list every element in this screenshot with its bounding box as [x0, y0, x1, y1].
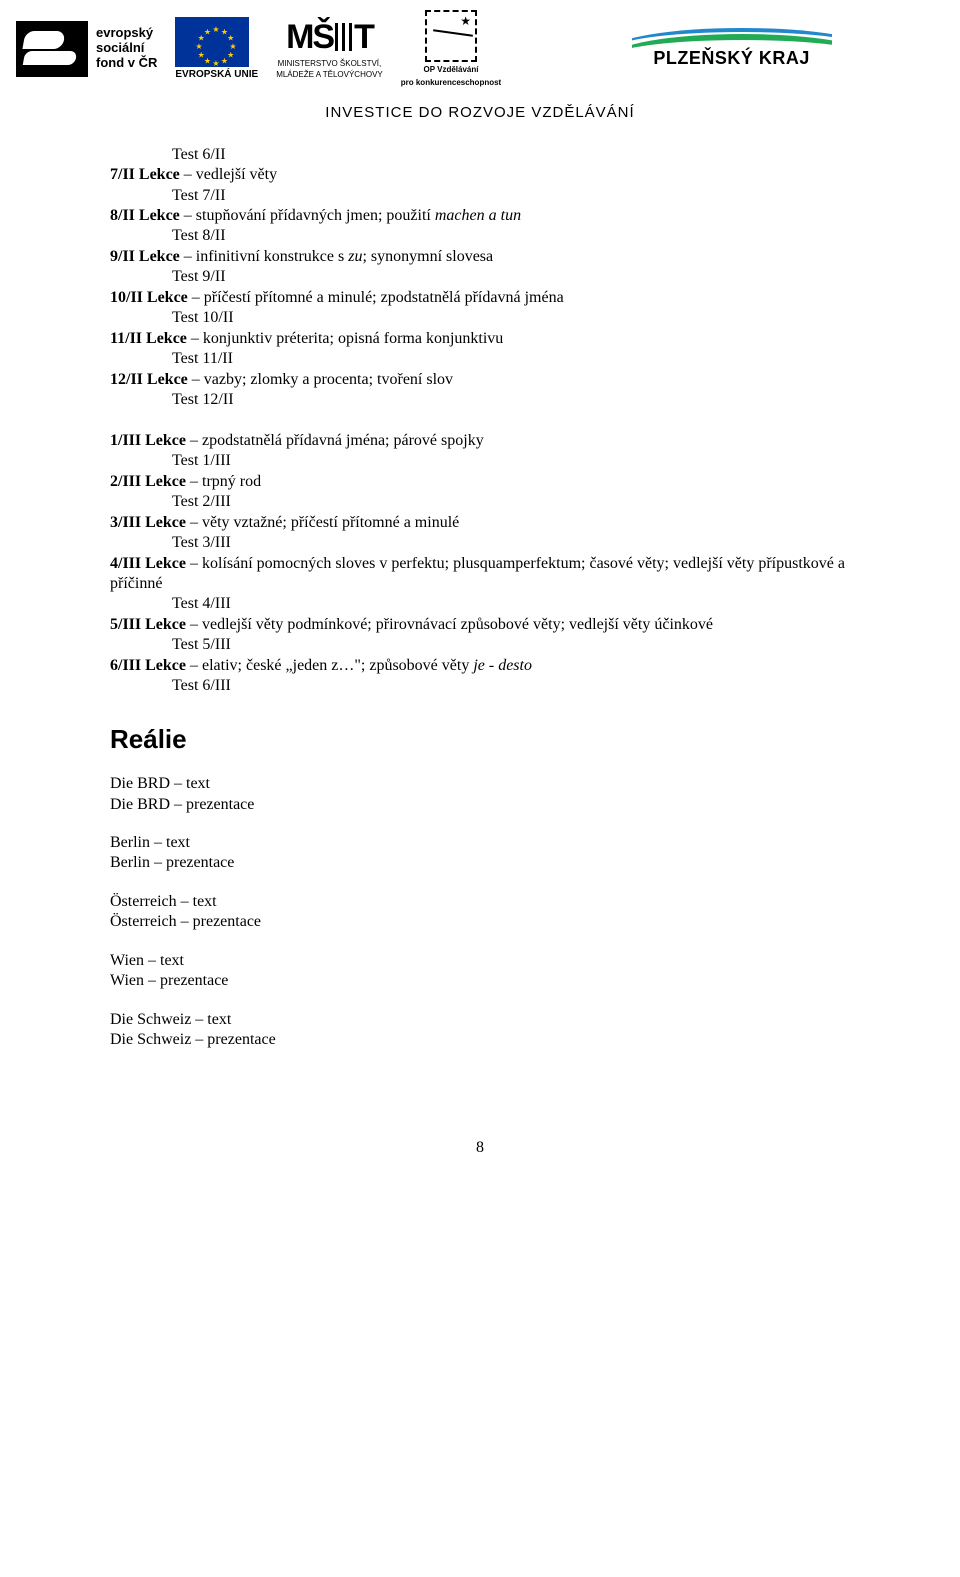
lesson-italic: machen a tun — [435, 207, 521, 224]
lesson-italic: zu — [348, 248, 362, 265]
lesson-key: 5/III Lekce — [110, 616, 186, 633]
msmt-logo: MŠ T MINISTERSTVO ŠKOLSTVÍ, MLÁDEŽE A TĚ… — [276, 18, 383, 80]
realie-line: Die BRD – prezentace — [110, 795, 850, 815]
realie-line: Berlin – prezentace — [110, 853, 850, 873]
test-line: Test 3/III — [110, 533, 850, 553]
funding-logos-header: evropský sociální fond v ČR ★ ★ ★ ★ ★ ★ … — [0, 0, 960, 94]
eu-flag-icon: ★ ★ ★ ★ ★ ★ ★ ★ ★ ★ ★ ★ — [175, 17, 249, 67]
lesson-line: 3/III Lekce – věty vztažné; příčestí pří… — [110, 513, 850, 533]
lesson-title: – zpodstatnělá přídavná jména; párové sp… — [186, 432, 484, 449]
lesson-key: 12/II Lekce — [110, 371, 188, 388]
msmt-icon: MŠ T — [286, 18, 373, 57]
realie-line: Österreich – text — [110, 892, 850, 912]
eu-stars-icon: ★ ★ ★ ★ ★ ★ ★ ★ ★ ★ ★ ★ — [190, 20, 234, 64]
msmt-line2: MLÁDEŽE A TĚLOVÝCHOVY — [276, 70, 383, 80]
kraj-text: PLZEŇSKÝ KRAJ — [653, 48, 810, 69]
lesson-title: – trpný rod — [186, 473, 261, 490]
test-line: Test 11/II — [110, 349, 850, 369]
realie-block: Wien – text Wien – prezentace — [110, 951, 850, 992]
plzensky-kraj-logo: PLZEŇSKÝ KRAJ — [519, 28, 944, 69]
esf-text: evropský sociální fond v ČR — [96, 26, 157, 71]
esf-line: sociální — [96, 41, 157, 56]
realie-block: Die BRD – text Die BRD – prezentace — [110, 774, 850, 815]
lesson-title: – příčestí přítomné a minulé; zpodstatně… — [188, 289, 564, 306]
lesson-key: 1/III Lekce — [110, 432, 186, 449]
op-square-icon — [425, 10, 477, 62]
test-line: Test 10/II — [110, 308, 850, 328]
realie-block: Österreich – text Österreich – prezentac… — [110, 892, 850, 933]
test-line: Test 9/II — [110, 267, 850, 287]
lesson-line: 10/II Lekce – příčestí přítomné a minulé… — [110, 288, 850, 308]
section-gap — [110, 411, 850, 431]
esf-icon — [16, 21, 88, 77]
realie-line: Österreich – prezentace — [110, 912, 850, 932]
test-line: Test 6/II — [110, 145, 850, 165]
realie-line: Berlin – text — [110, 833, 850, 853]
realie-line: Wien – text — [110, 951, 850, 971]
kraj-wave-icon — [632, 28, 832, 48]
op-line1: OP Vzdělávání — [423, 66, 478, 75]
realie-line: Die Schweiz – text — [110, 1010, 850, 1030]
lesson-key: 2/III Lekce — [110, 473, 186, 490]
lesson-line: 12/II Lekce – vazby; zlomky a procenta; … — [110, 370, 850, 390]
lesson-title: – vazby; zlomky a procenta; tvoření slov — [188, 371, 453, 388]
esf-logo: evropský sociální fond v ČR — [16, 21, 157, 77]
realie-line: Wien – prezentace — [110, 971, 850, 991]
lesson-title: – infinitivní konstrukce s — [180, 248, 348, 265]
lesson-key: 8/II Lekce — [110, 207, 180, 224]
test-line: Test 4/III — [110, 594, 850, 614]
lesson-line: 8/II Lekce – stupňování přídavných jmen;… — [110, 206, 850, 226]
test-line: Test 2/III — [110, 492, 850, 512]
lesson-italic: je - desto — [473, 657, 532, 674]
lesson-key: 7/II Lekce — [110, 166, 180, 183]
lesson-title: – věty vztažné; příčestí přítomné a minu… — [186, 514, 459, 531]
test-line: Test 8/II — [110, 226, 850, 246]
lesson-key: 10/II Lekce — [110, 289, 188, 306]
lesson-line: 7/II Lekce – vedlejší věty — [110, 165, 850, 185]
lesson-title: – kolísání pomocných sloves v perfektu; … — [110, 555, 845, 592]
lesson-line: 1/III Lekce – zpodstatnělá přídavná jmén… — [110, 431, 850, 451]
lesson-line: 9/II Lekce – infinitivní konstrukce s zu… — [110, 247, 850, 267]
op-line2: pro konkurenceschopnost — [401, 79, 501, 88]
lesson-key: 3/III Lekce — [110, 514, 186, 531]
realie-block: Berlin – text Berlin – prezentace — [110, 833, 850, 874]
test-line: Test 12/II — [110, 390, 850, 410]
lesson-line: 4/III Lekce – kolísání pomocných sloves … — [110, 554, 850, 595]
lesson-title: – stupňování přídavných jmen; použití — [180, 207, 435, 224]
op-logo: OP Vzdělávání pro konkurenceschopnost — [401, 10, 501, 88]
eu-logo: ★ ★ ★ ★ ★ ★ ★ ★ ★ ★ ★ ★ EVROPSKÁ UNIE — [175, 17, 258, 80]
lesson-title: – konjunktiv préterita; opisná forma kon… — [187, 330, 503, 347]
realie-line: Die BRD – text — [110, 774, 850, 794]
test-line: Test 6/III — [110, 676, 850, 696]
lesson-key: 11/II Lekce — [110, 330, 187, 347]
lesson-key: 9/II Lekce — [110, 248, 180, 265]
msmt-line1: MINISTERSTVO ŠKOLSTVÍ, — [278, 59, 382, 69]
test-line: Test 5/III — [110, 635, 850, 655]
investice-tagline: INVESTICE DO ROZVOJE VZDĚLÁVÁNÍ — [0, 94, 960, 145]
lesson-line: 6/III Lekce – elativ; české „jeden z…"; … — [110, 656, 850, 676]
document-body: Test 6/II 7/II Lekce – vedlejší věty Tes… — [0, 145, 960, 1109]
realie-line: Die Schweiz – prezentace — [110, 1030, 850, 1050]
lesson-title: ; synonymní slovesa — [362, 248, 493, 265]
eu-label: EVROPSKÁ UNIE — [175, 69, 258, 80]
test-line: Test 7/II — [110, 186, 850, 206]
esf-line: fond v ČR — [96, 56, 157, 71]
esf-line: evropský — [96, 26, 157, 41]
lesson-title: – elativ; české „jeden z…"; způsobové vě… — [186, 657, 473, 674]
page-number: 8 — [0, 1109, 960, 1177]
lesson-line: 11/II Lekce – konjunktiv préterita; opis… — [110, 329, 850, 349]
lesson-title: – vedlejší věty podmínkové; přirovnávací… — [186, 616, 713, 633]
lesson-title: – vedlejší věty — [180, 166, 277, 183]
lesson-line: 2/III Lekce – trpný rod — [110, 472, 850, 492]
test-line: Test 1/III — [110, 451, 850, 471]
lesson-line: 5/III Lekce – vedlejší věty podmínkové; … — [110, 615, 850, 635]
lesson-key: 4/III Lekce — [110, 555, 186, 572]
lesson-key: 6/III Lekce — [110, 657, 186, 674]
realie-heading: Reálie — [110, 723, 850, 756]
realie-block: Die Schweiz – text Die Schweiz – prezent… — [110, 1010, 850, 1051]
